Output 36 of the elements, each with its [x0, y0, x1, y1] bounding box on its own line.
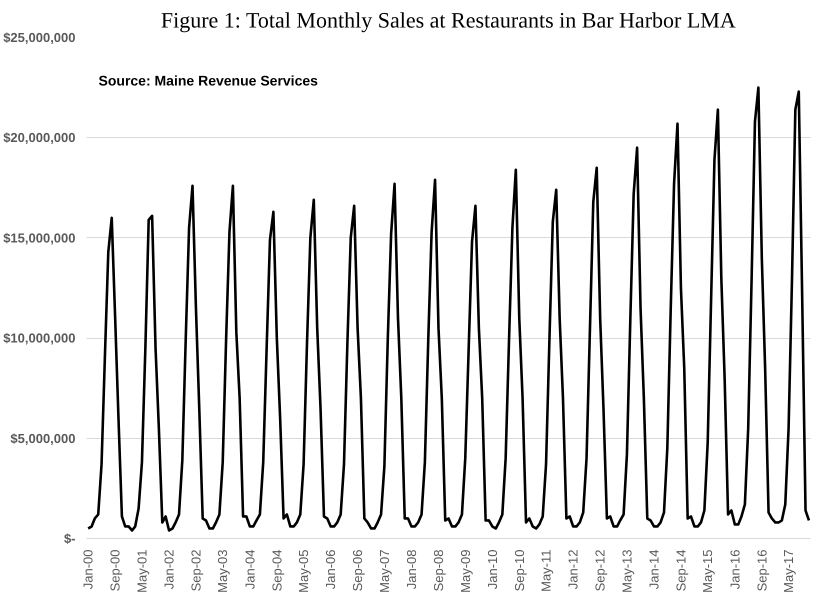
x-tick-label: May-01: [134, 549, 150, 593]
x-tick-label: Jan-16: [727, 550, 742, 590]
x-tick-label: Jan-08: [404, 550, 419, 590]
x-tick-label: Sep-16: [754, 550, 770, 592]
x-tick-label: Sep-10: [512, 550, 527, 592]
line-series: [86, 86, 810, 532]
x-tick-label: May-17: [781, 549, 796, 593]
x-tick-label: Sep-04: [269, 550, 284, 592]
x-tick-label: Jan-00: [80, 550, 96, 590]
x-tick-label: Sep-06: [350, 550, 366, 592]
y-tick-label: $20,000,000: [3, 130, 76, 146]
x-tick-label: Jan-06: [323, 550, 338, 590]
x-tick-label: May-15: [700, 549, 716, 593]
y-tick-label: $5,000,000: [10, 430, 76, 446]
x-tick-label: Sep-12: [592, 550, 608, 592]
chart-title: Figure 1: Total Monthly Sales at Restaurants in Bar Harbor LMA: [160, 8, 736, 32]
x-tick-label: Jan-14: [646, 550, 662, 590]
x-tick-label: May-09: [458, 549, 473, 593]
x-tick-label: May-11: [538, 549, 554, 592]
x-tick-label: Sep-08: [430, 550, 446, 592]
x-tick-label: Jan-10: [484, 550, 500, 590]
y-tick-label: $25,000,000: [3, 30, 76, 45]
x-tick-label: Sep-00: [108, 550, 123, 592]
y-tick-label: $15,000,000: [3, 230, 76, 246]
x-tick-label: Sep-14: [673, 550, 688, 592]
y-tick-label: $-: [64, 531, 76, 546]
x-tick-label: Jan-04: [242, 550, 258, 590]
x-tick-label: Jan-12: [566, 550, 581, 590]
x-tick-label: Jan-02: [162, 550, 177, 590]
x-tick-label: May-13: [619, 549, 634, 593]
annotation: Source: Maine Revenue Services: [98, 72, 318, 88]
x-tick-label: May-03: [215, 549, 230, 593]
x-tick-label: Sep-02: [188, 550, 204, 592]
x-tick-label: May-05: [296, 549, 312, 593]
y-tick-label: $10,000,000: [3, 330, 76, 346]
x-tick-label: May-07: [376, 549, 392, 593]
